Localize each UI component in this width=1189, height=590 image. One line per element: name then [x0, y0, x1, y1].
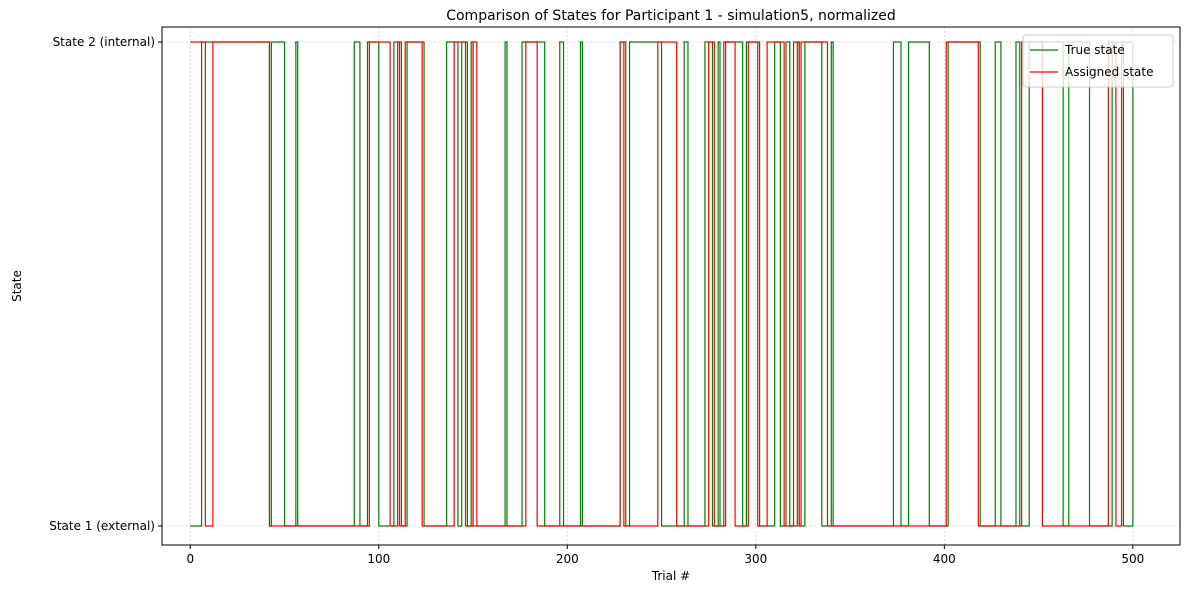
series-lines — [190, 41, 1134, 527]
x-axis-ticks: 0 100 200 300 400 500 — [186, 545, 1144, 566]
series-line-assigned-state — [190, 41, 1133, 527]
legend-label-assigned-state: Assigned state — [1065, 65, 1153, 79]
y-tick-label: State 1 (external) — [49, 519, 155, 533]
legend-box — [1022, 34, 1174, 88]
y-axis-label: State — [10, 270, 24, 302]
x-tick-label: 400 — [933, 552, 956, 566]
x-tick-label: 500 — [1121, 552, 1144, 566]
y-tick-label: State 2 (internal) — [53, 35, 155, 49]
x-tick-label: 0 — [186, 552, 194, 566]
legend: True state Assigned state — [1022, 34, 1174, 88]
x-tick-label: 200 — [556, 552, 579, 566]
legend-label-true-state: True state — [1064, 43, 1125, 57]
chart-title: Comparison of States for Participant 1 -… — [446, 8, 896, 24]
x-tick-label: 300 — [744, 552, 767, 566]
x-tick-label: 100 — [367, 552, 390, 566]
series-line-true-state — [190, 41, 1134, 527]
y-axis-ticks: State 1 (external) State 2 (internal) — [49, 35, 162, 533]
x-axis-label: Trial # — [651, 569, 690, 583]
plot-frame — [161, 26, 1181, 546]
